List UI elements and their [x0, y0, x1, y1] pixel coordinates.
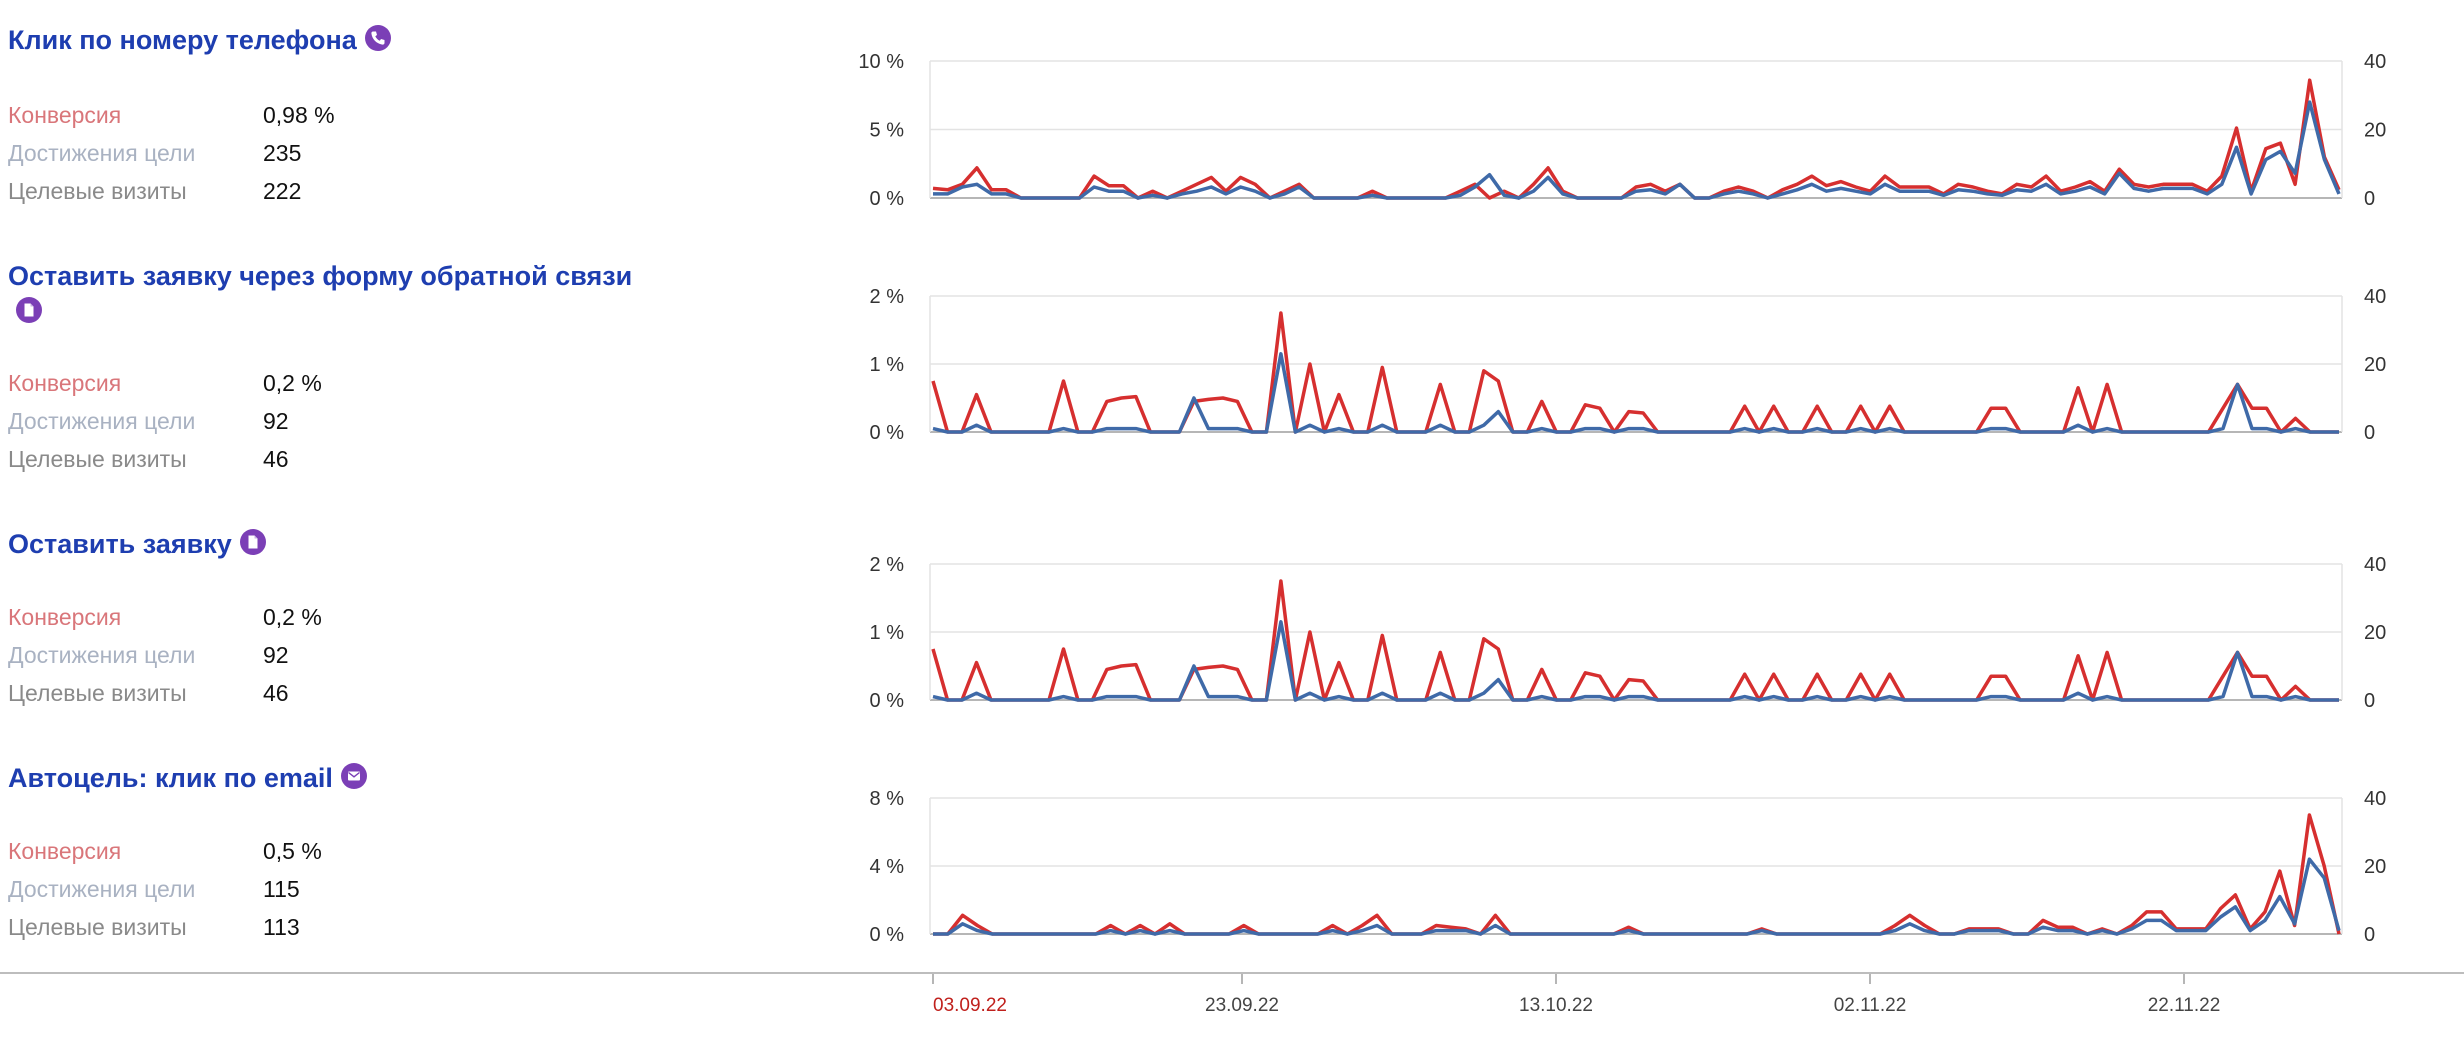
reach-label: Достижения цели: [8, 642, 196, 668]
y-tick-right: 40: [2364, 51, 2386, 73]
y-tick-right: 20: [2364, 120, 2386, 142]
y-tick-left: 10 %: [858, 51, 904, 73]
phone-icon: [364, 25, 391, 51]
reach-value: 92: [263, 642, 289, 668]
reach-value: 235: [263, 140, 302, 166]
reach-value: 115: [263, 876, 300, 902]
conversion-label: Конверсия: [8, 370, 122, 396]
goal-block-email: Автоцель: клик по email: [8, 762, 708, 795]
y-tick-right: 0: [2364, 690, 2375, 712]
goal-title-text[interactable]: Оставить заявку через форму обратной свя…: [8, 261, 633, 291]
visits-value: 46: [263, 446, 289, 472]
y-tick-right: 40: [2364, 554, 2386, 576]
goal-title[interactable]: Оставить заявку через форму обратной свя…: [8, 260, 668, 329]
y-tick-left: 1 %: [870, 354, 905, 376]
reach-label: Достижения цели: [8, 876, 196, 902]
document-icon: [239, 529, 266, 555]
x-tick-label: 02.11.22: [1834, 995, 1907, 1016]
visits-value: 46: [263, 680, 289, 706]
visits-label: Целевые визиты: [8, 178, 187, 204]
y-tick-left: 0 %: [870, 422, 905, 444]
chart-panel-1: 2 % 1 % 0 % 40 20 0: [870, 286, 2387, 444]
series-line-reach: [933, 100, 2341, 200]
conversion-label: Конверсия: [8, 102, 122, 128]
y-tick-left: 1 %: [870, 622, 905, 644]
goal-block-phone: Клик по номеру телефона: [8, 24, 708, 57]
x-tick-label: 23.09.22: [1205, 995, 1279, 1016]
visits-label: Целевые визиты: [8, 914, 187, 940]
y-tick-left: 2 %: [870, 554, 905, 576]
reach-label: Достижения цели: [8, 408, 196, 434]
goal-title[interactable]: Клик по номеру телефона: [8, 24, 708, 57]
goal-title[interactable]: Автоцель: клик по email: [8, 762, 708, 795]
conversion-value: 0,5 %: [263, 838, 322, 864]
y-tick-left: 8 %: [870, 788, 905, 810]
conversion-label: Конверсия: [8, 838, 122, 864]
series-line-reach: [932, 620, 2339, 702]
y-tick-right: 20: [2364, 622, 2386, 644]
goal-title[interactable]: Оставить заявку: [8, 528, 708, 561]
series-line-reach: [932, 352, 2339, 434]
y-tick-left: 5 %: [870, 120, 905, 142]
conversion-value: 0,2 %: [263, 604, 322, 630]
y-tick-right: 20: [2364, 354, 2386, 376]
chart-panel-3: 8 % 4 % 0 % 40 20 0: [870, 788, 2387, 946]
goal-block-request: Оставить заявку: [8, 528, 708, 561]
visits-label: Целевые визиты: [8, 680, 187, 706]
document-icon: [16, 297, 42, 323]
y-tick-right: 40: [2364, 286, 2386, 308]
reach-value: 92: [263, 408, 289, 434]
chart-panel-2: 2 % 1 % 0 % 40 20 0: [870, 554, 2387, 712]
conversion-value: 0,98 %: [263, 102, 335, 128]
y-tick-left: 0 %: [870, 924, 905, 946]
goal-block-feedback-form: Оставить заявку через форму обратной свя…: [8, 260, 668, 329]
series-line-reach: [933, 857, 2341, 936]
series-line-conversion: [933, 813, 2341, 936]
y-tick-left: 0 %: [870, 690, 905, 712]
visits-label: Целевые визиты: [8, 446, 187, 472]
y-tick-left: 2 %: [870, 286, 905, 308]
y-tick-right: 0: [2364, 422, 2375, 444]
y-tick-right: 20: [2364, 856, 2386, 878]
mail-icon: [340, 763, 367, 789]
reach-label: Достижения цели: [8, 140, 196, 166]
goal-title-text[interactable]: Оставить заявку: [8, 529, 232, 559]
series-line-conversion: [931, 579, 2339, 702]
x-tick-label: 13.10.22: [1519, 995, 1593, 1016]
x-tick-label: 03.09.22: [933, 995, 1007, 1016]
y-tick-right: 40: [2364, 788, 2386, 810]
y-tick-right: 0: [2364, 924, 2375, 946]
y-tick-left: 0 %: [870, 188, 905, 210]
y-tick-right: 0: [2364, 188, 2375, 210]
visits-value: 222: [263, 178, 302, 204]
goal-title-text[interactable]: Автоцель: клик по email: [8, 763, 333, 793]
conversion-value: 0,2 %: [263, 370, 322, 396]
goal-title-text[interactable]: Клик по номеру телефона: [8, 25, 357, 55]
y-tick-left: 4 %: [870, 856, 905, 878]
visits-value: 113: [263, 914, 300, 940]
conversion-label: Конверсия: [8, 604, 122, 630]
chart-panel-0: 10 % 5 % 0 % 40 20 0: [858, 51, 2386, 210]
series-line-conversion: [931, 311, 2339, 434]
x-tick-label: 22.11.22: [2148, 995, 2221, 1016]
